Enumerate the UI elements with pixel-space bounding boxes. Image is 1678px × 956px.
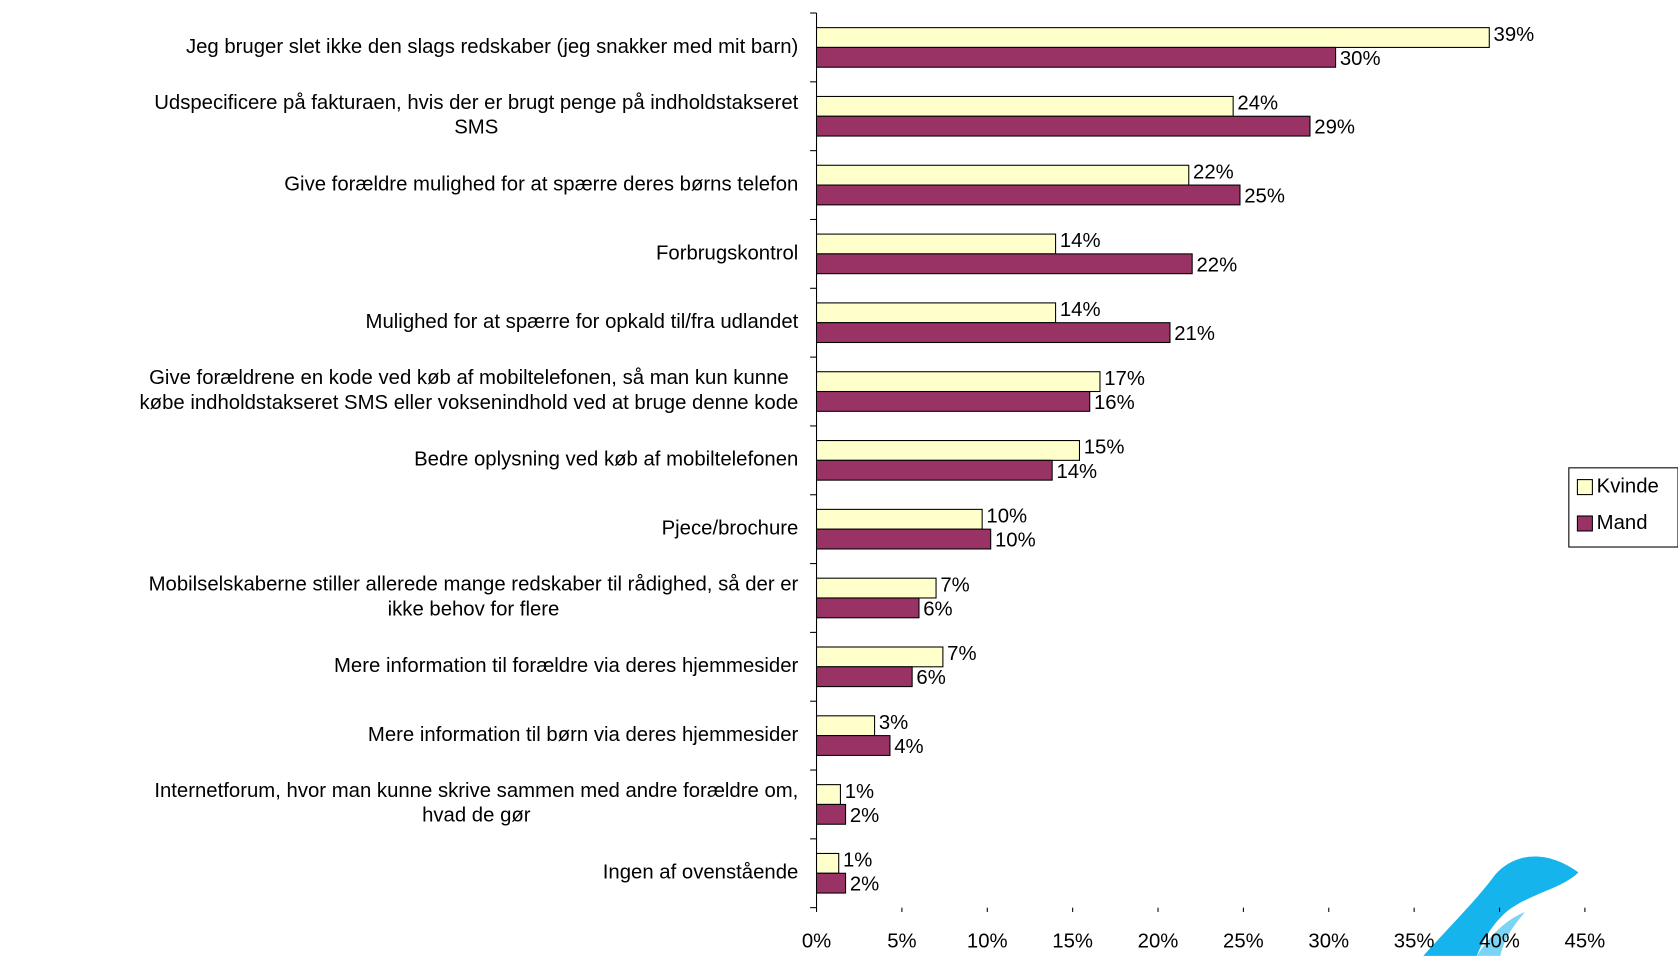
value-label: 14% [1060, 230, 1101, 252]
category-label: Internetforum, hvor man kunne skrive sam… [154, 781, 798, 828]
value-label: 14% [1060, 299, 1101, 321]
category-label: Jeg bruger slet ikke den slags redskaber… [186, 36, 798, 58]
bar [815, 528, 992, 550]
x-tick-label: 25% [1223, 930, 1264, 952]
bar [815, 597, 920, 619]
logo-swoosh [1423, 856, 1579, 956]
value-label: 10% [986, 505, 1027, 527]
bar [815, 440, 1081, 461]
x-tick-label: 40% [1479, 930, 1520, 952]
value-label: 39% [1494, 24, 1535, 46]
legend-swatch [1576, 479, 1593, 496]
value-label: 3% [879, 712, 908, 734]
value-label: 2% [850, 874, 879, 896]
legend-swatch [1576, 515, 1593, 532]
value-label: 22% [1193, 161, 1234, 183]
bar [815, 715, 876, 737]
x-tick-label: 15% [1052, 930, 1093, 952]
bar [815, 872, 847, 894]
value-label: 10% [995, 530, 1036, 552]
category-label-line: Give forældrene en kode ved køb af mobil… [149, 368, 789, 390]
category-label: Give forældre mulighed for at spærre der… [284, 173, 798, 195]
bar [815, 735, 891, 756]
value-label: 24% [1237, 93, 1278, 115]
value-label: 15% [1084, 437, 1125, 459]
x-tick-label: 0% [802, 930, 831, 952]
category-label: Mere information til børn via deres hjem… [368, 724, 799, 746]
value-label: 7% [940, 574, 969, 596]
value-label: 2% [850, 805, 879, 827]
bar [815, 459, 1053, 481]
bar [815, 784, 841, 805]
bar [815, 253, 1193, 275]
logo [1423, 856, 1579, 956]
category-label: Ingen af ovenstående [603, 862, 799, 884]
category-label: Bedre oplysning ved køb af mobiltelefone… [414, 449, 798, 471]
legend-label: Mand [1597, 512, 1648, 534]
legend-label: Kvinde [1597, 475, 1659, 497]
x-tick-label: 30% [1308, 930, 1349, 952]
value-label: 1% [845, 781, 874, 803]
category-label-line: hvad de gør [422, 805, 531, 827]
x-tick-label: 5% [887, 930, 916, 952]
value-label: 4% [894, 736, 923, 758]
bar [815, 646, 944, 668]
bar [815, 852, 840, 874]
category-label: Give forældrene en kode ved køb af mobil… [140, 368, 799, 415]
category-label-line: ikke behov for flere [388, 599, 560, 621]
bar [815, 27, 1490, 48]
value-label: 16% [1094, 392, 1135, 414]
category-label-line: købe indholdstakseret SMS eller voksenin… [140, 392, 799, 414]
category-label-line: Internetforum, hvor man kunne skrive sam… [154, 781, 798, 803]
category-label: Forbrugskontrol [656, 242, 798, 264]
bar [815, 233, 1057, 255]
bar [815, 164, 1190, 186]
value-label: 1% [843, 850, 872, 872]
bar [815, 46, 1337, 68]
value-label: 30% [1340, 48, 1381, 70]
x-tick-label: 45% [1565, 930, 1606, 952]
value-label: 17% [1104, 368, 1145, 390]
bar [815, 115, 1311, 137]
logo-swoosh-light [1476, 911, 1525, 956]
value-label: 29% [1314, 117, 1355, 139]
bar [815, 666, 913, 688]
bar [815, 390, 1091, 412]
value-label: 14% [1056, 461, 1097, 483]
value-label: 21% [1174, 323, 1215, 345]
value-label: 22% [1196, 254, 1237, 276]
category-label-line: SMS [454, 117, 498, 139]
value-label: 25% [1244, 185, 1285, 207]
x-tick-label: 20% [1138, 930, 1179, 952]
x-tick-label: 10% [967, 930, 1008, 952]
bar [815, 322, 1171, 344]
category-label: Mere information til forældre via deres … [334, 655, 799, 677]
category-label: Pjece/brochure [662, 518, 799, 540]
category-label: Udspecificere på fakturaen, hvis der er … [154, 92, 798, 139]
category-label-line: Udspecificere på fakturaen, hvis der er … [154, 92, 798, 114]
bar [815, 508, 983, 530]
value-label: 6% [923, 598, 952, 620]
value-label: 6% [916, 667, 945, 689]
category-label: Mobilselskaberne stiller allerede mange … [149, 574, 799, 621]
x-tick-label: 35% [1394, 930, 1435, 952]
bar [815, 95, 1234, 117]
bar [815, 371, 1101, 393]
category-label-line: Mobilselskaberne stiller allerede mange … [149, 574, 799, 596]
category-label: Mulighed for at spærre for opkald til/fr… [366, 311, 799, 333]
bar [815, 577, 937, 599]
value-label: 7% [947, 643, 976, 665]
bar [815, 302, 1057, 324]
bar [815, 184, 1241, 206]
bar [815, 803, 847, 825]
